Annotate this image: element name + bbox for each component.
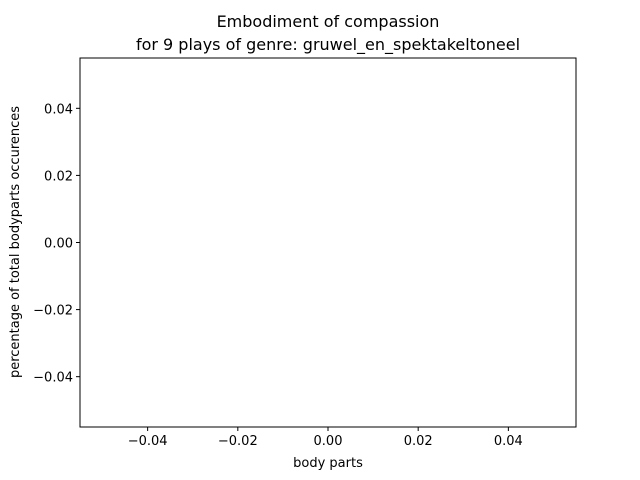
chart-title-line2: for 9 plays of genre: gruwel_en_spektake… [136,35,520,55]
x-tick-label: 0.00 [314,434,343,449]
x-tick-label: 0.04 [494,434,523,449]
y-tick-label: 0.04 [44,102,73,117]
x-axis-label: body parts [293,456,363,471]
y-tick-label: 0.02 [44,169,73,184]
plot-area [79,57,577,428]
x-axis: −0.04 −0.02 0.00 0.02 0.04 [128,427,523,449]
x-tick-label: −0.04 [128,434,168,449]
x-tick-label: −0.02 [218,434,258,449]
y-axis: −0.04 −0.02 0.00 0.02 0.04 [33,102,80,386]
chart-title-line1: Embodiment of compassion [217,12,440,31]
y-axis-label: percentage of total bodyparts occurences [8,106,23,378]
x-tick-label: 0.02 [404,434,433,449]
y-tick-label: −0.04 [33,371,73,386]
y-tick-label: −0.02 [33,304,73,319]
y-tick-label: 0.00 [44,237,73,252]
